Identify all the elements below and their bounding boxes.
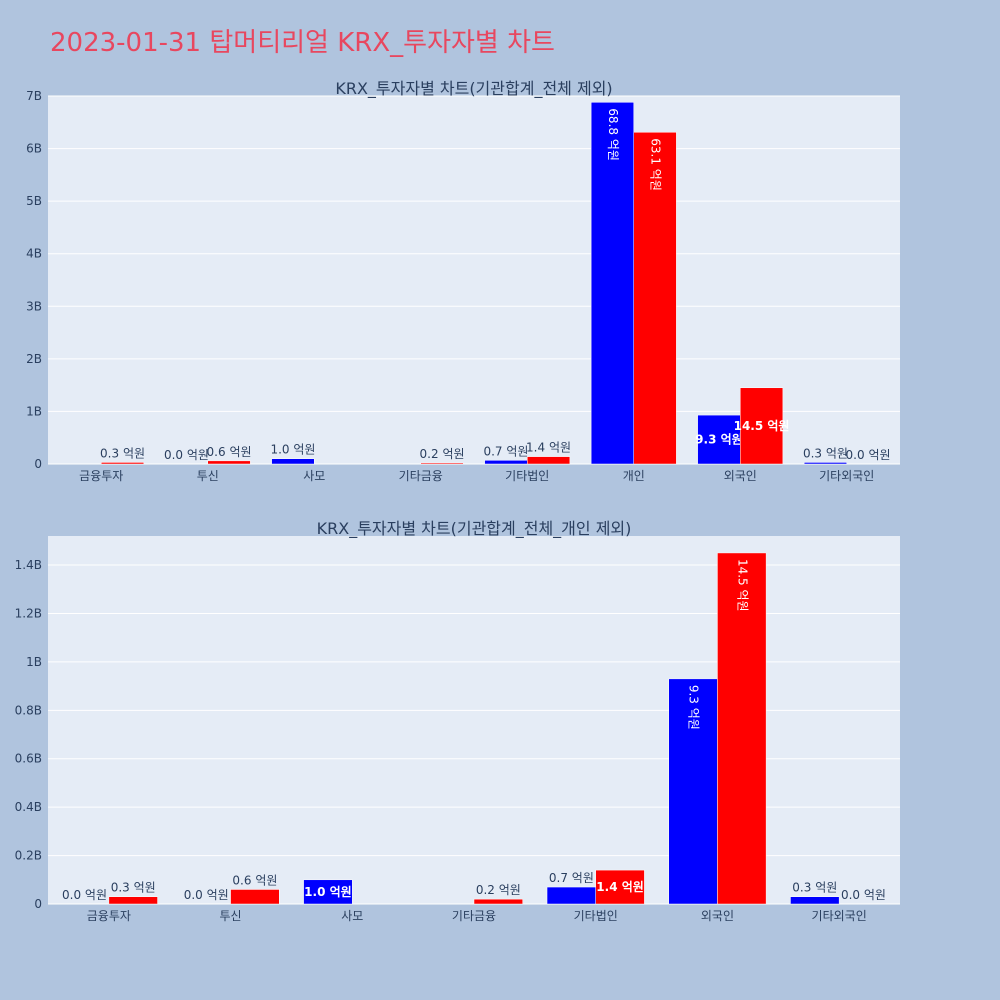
bar xyxy=(303,879,353,905)
x-tick-label: 외국인 xyxy=(701,909,734,923)
bar-label: 1.4 억원 xyxy=(596,880,644,894)
bar xyxy=(717,552,767,905)
chart-bottom: 0 0.2B 0.4B 0.6B 0.8B 1B 1.2B 1.4B KRX_투자자별 차트(기… xyxy=(15,519,900,923)
bar-label: 0.2 억원 xyxy=(476,883,521,897)
bar xyxy=(595,869,645,905)
bar xyxy=(420,462,464,465)
y-tick-label: 2B xyxy=(26,352,42,366)
y-tick-label: 4B xyxy=(26,247,42,261)
x-tick-label: 기타외국인 xyxy=(819,469,874,483)
bar xyxy=(740,387,784,465)
bar xyxy=(590,102,635,465)
y-tick-label: 0 xyxy=(34,457,42,471)
bar xyxy=(230,889,280,905)
chart-subtitle: KRX_투자자별 차트(기관합계_전체 제외) xyxy=(335,79,612,99)
x-tick-label: 금융투자 xyxy=(87,909,131,923)
bar-label: 0.3 억원 xyxy=(111,881,156,895)
x-tick-label: 금융투자 xyxy=(79,469,123,483)
x-tick-label: 기타금융 xyxy=(399,469,443,483)
bar-label: 0.2 억원 xyxy=(420,447,465,461)
x-tick-label: 외국인 xyxy=(724,469,757,483)
bar xyxy=(108,896,158,905)
chart-subtitle: KRX_투자자별 차트(기관합계_전체_개인 제외) xyxy=(317,519,632,539)
x-tick-label: 개인 xyxy=(623,469,645,483)
bar-label: 0.7 억원 xyxy=(549,871,594,885)
y-tick-label: 1.4B xyxy=(15,558,42,572)
x-tick-label: 기타외국인 xyxy=(812,909,867,923)
bar-label: 9.3 억원 xyxy=(695,433,743,447)
bar xyxy=(527,456,571,465)
x-tick-label: 기타법인 xyxy=(574,909,618,923)
x-tick-label: 투신 xyxy=(220,909,242,923)
bar-label: 1.4 억원 xyxy=(526,441,571,455)
page-title: 2023-01-31 탑머티리얼 KRX_투자자별 차트 xyxy=(50,28,555,58)
bar-label: 68.8 억원 xyxy=(606,108,620,161)
bar xyxy=(803,462,848,465)
y-tick-label: 0.8B xyxy=(15,703,42,717)
y-tick-label: 0.2B xyxy=(15,849,42,863)
bar-label: 0.0 억원 xyxy=(846,448,891,462)
bar-label: 0.3 억원 xyxy=(803,446,848,460)
bar xyxy=(790,896,840,905)
y-tick-label: 0.4B xyxy=(15,800,42,814)
y-tick-label: 5B xyxy=(26,194,42,208)
bar-label: 0.0 억원 xyxy=(184,888,229,902)
y-tick-label: 1B xyxy=(26,655,42,669)
x-tick-label: 기타금융 xyxy=(452,909,496,923)
bar-label: 1.0 억원 xyxy=(304,885,352,899)
bar xyxy=(473,898,523,905)
bar xyxy=(271,458,315,465)
bar-label: 0.3 억원 xyxy=(792,881,837,895)
y-tick-label: 0 xyxy=(34,897,42,911)
x-tick-label: 투신 xyxy=(197,469,219,483)
bar xyxy=(697,414,741,465)
y-tick-label: 0.6B xyxy=(15,752,42,766)
bar-label: 14.5 억원 xyxy=(734,419,790,433)
bar xyxy=(484,460,528,465)
bar-label: 0.7 억원 xyxy=(483,444,528,458)
y-tick-label: 1B xyxy=(26,404,42,418)
bar xyxy=(633,132,677,465)
bar-label: 63.1 억원 xyxy=(649,138,663,191)
bar-label: 1.0 억원 xyxy=(270,443,315,457)
bar-label: 0.6 억원 xyxy=(232,873,277,887)
x-tick-label: 기타법인 xyxy=(505,469,549,483)
y-tick-label: 1.2B xyxy=(15,606,42,620)
bar-label: 14.5 억원 xyxy=(735,559,749,612)
y-tick-label: 6B xyxy=(26,142,42,156)
x-tick-label: 사모 xyxy=(303,469,325,483)
bar xyxy=(668,678,718,905)
bar-label: 0.0 억원 xyxy=(841,888,886,902)
plot-area xyxy=(48,536,900,904)
bar-label: 9.3 억원 xyxy=(687,685,701,730)
y-tick-label: 7B xyxy=(26,89,42,103)
x-tick-label: 사모 xyxy=(341,909,363,923)
bar-label: 0.3 억원 xyxy=(100,446,145,460)
bar-label: 0.0 억원 xyxy=(164,448,209,462)
y-tick-label: 3B xyxy=(26,299,42,313)
chart-top: 0 1B 2B 3B 4B 5B 6B 7B KRX_투자자별 차트(기관합계_전체 제외) 금융… xyxy=(26,79,900,483)
bar xyxy=(546,886,596,905)
bar xyxy=(101,462,145,465)
bar-label: 0.6 억원 xyxy=(207,445,252,459)
bar xyxy=(207,460,251,465)
bar-label: 0.0 억원 xyxy=(62,888,107,902)
